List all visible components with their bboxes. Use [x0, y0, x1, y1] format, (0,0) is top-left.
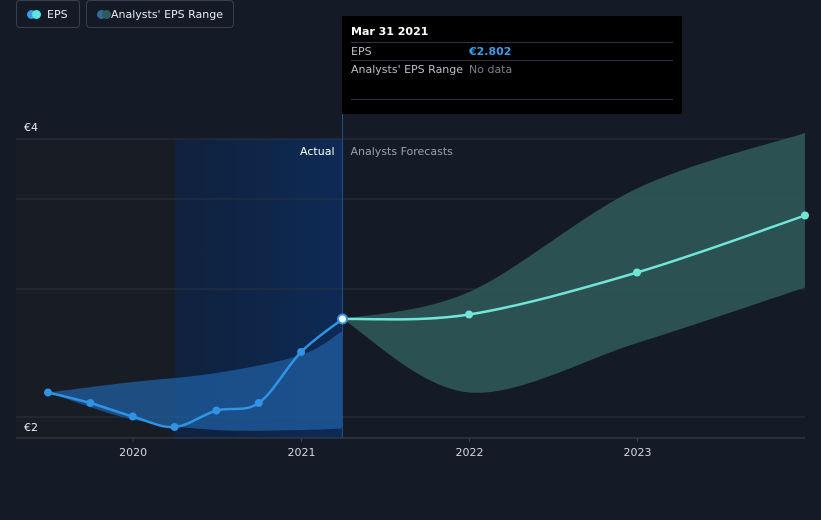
- legend-eps-swatch-icon: [27, 9, 41, 19]
- legend-eps-label: EPS: [47, 7, 68, 21]
- legend-item-eps[interactable]: EPS: [16, 0, 80, 28]
- eps-point-highlight: [337, 313, 349, 325]
- eps-point-forecast-3: [801, 211, 809, 220]
- eps-point-forecast-2: [633, 268, 642, 277]
- tooltip-eps-value: €2.802: [469, 45, 512, 58]
- x-tick-label-1: 2021: [288, 446, 316, 459]
- tooltip: Mar 31 2021 EPS €2.802 Analysts' EPS Ran…: [342, 16, 682, 114]
- eps-point-actual-0: [44, 388, 52, 397]
- eps-point-actual-4: [212, 406, 221, 415]
- y-tick-label-bottom: €2: [24, 421, 38, 434]
- range-area-actual: [48, 331, 343, 431]
- range-area-forecast: [342, 133, 805, 393]
- eps-line-forecast: [342, 214, 806, 321]
- tooltip-row-range: Analysts' EPS Range No data: [351, 60, 673, 78]
- tooltip-row-eps: EPS €2.802: [351, 42, 673, 60]
- eps-point-actual-6: [297, 348, 306, 356]
- legend-item-range[interactable]: Analysts' EPS Range: [86, 0, 234, 28]
- y-tick-label-top: €4: [24, 121, 38, 134]
- legend-range-label: Analysts' EPS Range: [110, 7, 223, 21]
- eps-chart: €4 €2 Actual Analysts Forecasts 2020 2021 2022…: [16, 114, 809, 459]
- segment-label-forecast: Analysts Forecasts: [351, 145, 454, 158]
- legend-range-swatch-icon: [97, 9, 111, 19]
- tooltip-range-label: Analysts' EPS Range: [351, 63, 464, 76]
- eps-point-actual-2: [128, 412, 137, 421]
- eps-point-actual-5: [254, 399, 263, 407]
- tooltip-divider: [351, 99, 673, 100]
- eps-point-actual-1: [86, 399, 95, 407]
- tooltip-range-value: No data: [469, 63, 513, 76]
- eps-line-actual: [47, 318, 344, 429]
- tooltip-eps-label: EPS: [351, 45, 372, 58]
- eps-point-forecast-1: [465, 310, 474, 319]
- eps-point-actual-3: [170, 423, 179, 431]
- x-tick-label-3: 2023: [623, 446, 651, 459]
- tooltip-date: Mar 31 2021: [351, 25, 429, 38]
- segment-label-actual: Actual: [300, 145, 334, 158]
- x-tick-label-0: 2020: [119, 446, 147, 459]
- x-tick-label-2: 2022: [456, 446, 484, 459]
